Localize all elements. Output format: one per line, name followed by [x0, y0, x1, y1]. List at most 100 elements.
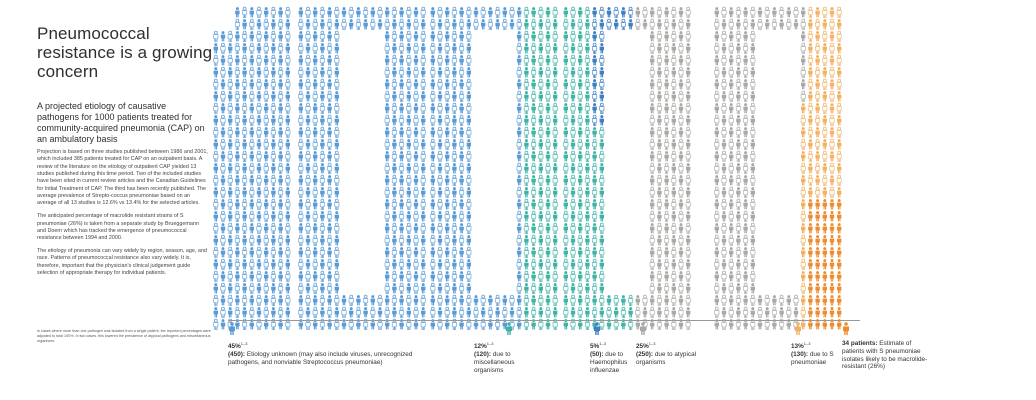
person-icon — [686, 91, 691, 102]
person-icon — [445, 31, 450, 42]
person-icon — [391, 150, 397, 162]
person-icon — [836, 6, 842, 18]
person-icon — [451, 102, 457, 114]
person-icon — [721, 174, 727, 186]
person-icon — [399, 210, 405, 222]
person-icon — [348, 294, 354, 306]
person-icon — [437, 78, 443, 90]
person-icon — [271, 91, 276, 102]
person-icon — [563, 114, 569, 126]
person-icon — [278, 162, 284, 174]
person-icon — [242, 259, 247, 270]
person-icon — [563, 103, 568, 114]
person-icon — [685, 222, 691, 234]
person-icon — [437, 222, 443, 234]
person-icon — [413, 31, 419, 42]
person-icon — [801, 151, 806, 162]
person-icon — [585, 283, 590, 294]
person-icon — [570, 115, 576, 126]
person-icon — [721, 91, 727, 102]
person-icon — [671, 246, 677, 258]
person-icon — [729, 7, 734, 18]
person-icon — [678, 103, 684, 114]
person-icon — [786, 7, 791, 18]
person-icon — [822, 223, 827, 234]
person-icon — [736, 307, 741, 318]
person-icon — [664, 114, 670, 126]
person-icon — [334, 126, 340, 138]
person-icon — [391, 198, 397, 210]
person-icon — [517, 79, 522, 90]
person-icon — [256, 270, 262, 282]
person-icon — [406, 235, 411, 246]
person-icon — [278, 282, 284, 294]
person-icon — [298, 151, 303, 162]
person-icon — [736, 187, 741, 198]
person-icon — [327, 162, 333, 174]
person-icon — [264, 103, 269, 114]
person-icon — [808, 211, 813, 222]
person-icon — [421, 67, 426, 78]
person-icon — [312, 306, 318, 318]
person-icon — [264, 175, 269, 186]
person-icon — [437, 19, 443, 30]
person-icon — [459, 306, 465, 318]
person-icon — [459, 31, 464, 42]
person-icon — [815, 223, 820, 234]
person-icon — [664, 258, 670, 270]
person-icon — [815, 66, 821, 78]
person-icon — [385, 199, 390, 210]
person-icon — [822, 30, 828, 42]
person-icon — [278, 234, 284, 246]
person-icon — [552, 150, 558, 162]
person-icon — [298, 79, 303, 90]
person-icon — [305, 294, 311, 306]
person-icon — [377, 294, 383, 306]
person-icon — [578, 7, 583, 18]
person-icon — [228, 163, 233, 174]
person-icon — [473, 306, 479, 318]
person-icon — [227, 294, 233, 306]
person-icon — [714, 223, 719, 234]
person-icon — [256, 91, 262, 102]
person-icon — [399, 103, 404, 114]
person-icon — [313, 31, 318, 42]
person-icon — [459, 186, 465, 198]
person-icon — [552, 222, 558, 234]
person-icon — [822, 295, 827, 306]
person-icon — [599, 307, 604, 318]
person-icon — [421, 235, 426, 246]
person-icon — [242, 198, 248, 210]
person-icon — [327, 199, 332, 210]
person-icon — [413, 210, 419, 222]
person-icon — [553, 163, 558, 174]
person-icon — [599, 187, 604, 198]
person-icon — [256, 198, 262, 210]
person-icon — [399, 282, 405, 294]
person-icon — [729, 151, 734, 162]
person-icon — [392, 187, 397, 198]
person-icon — [334, 270, 340, 282]
person-icon — [413, 306, 419, 318]
person-icon — [592, 79, 597, 90]
person-icon — [552, 30, 558, 42]
person-icon — [430, 127, 435, 138]
person-icon — [327, 114, 333, 126]
person-icon — [735, 246, 741, 258]
person-icon — [305, 91, 311, 102]
person-icon — [459, 66, 465, 78]
person-icon — [256, 30, 262, 42]
person-icon — [570, 19, 576, 30]
person-icon — [227, 198, 233, 210]
person-icon — [319, 78, 325, 90]
person-icon — [298, 223, 303, 234]
person-icon — [714, 151, 719, 162]
person-icon — [656, 246, 662, 258]
person-icon — [538, 283, 543, 294]
person-icon — [563, 175, 568, 186]
person-icon — [220, 306, 226, 318]
person-icon — [305, 211, 311, 222]
person-icon — [538, 235, 543, 246]
person-icon — [313, 247, 318, 258]
person-icon — [263, 18, 269, 30]
